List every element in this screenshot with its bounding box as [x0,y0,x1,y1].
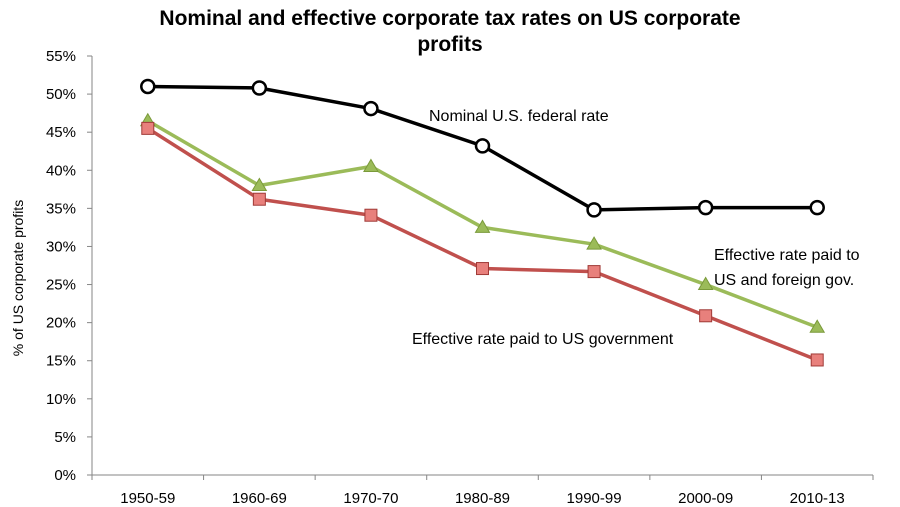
data-point-effective-rate-paid-to-us-government [364,208,378,222]
data-point-nominal-u-s-federal-rate [586,202,602,218]
chart-title: Nominal and effective corporate tax rate… [159,7,741,56]
data-point-effective-rate-paid-to-us-government [699,309,713,323]
x-tick-label: 1970-70 [343,490,398,507]
data-point-nominal-u-s-federal-rate [251,80,268,96]
data-point-nominal-u-s-federal-rate [474,138,491,154]
y-tick-label: 35% [46,200,76,217]
data-point-effective-rate-paid-to-us-government [476,262,489,276]
data-point-nominal-u-s-federal-rate [363,100,379,117]
data-point-nominal-u-s-federal-rate [697,199,714,216]
y-tick-label: 45% [46,124,76,141]
y-tick-label: 5% [54,429,76,446]
y-tick-label: 40% [46,162,76,179]
x-tick-label: 2010-13 [790,490,845,507]
y-tick-label: 15% [46,353,76,370]
x-tick-label: 1990-99 [567,490,622,507]
y-tick-label: 0% [54,467,76,484]
data-point-effective-rate-paid-to-us-government [810,353,824,367]
data-point-effective-rate-paid-to-us-and-foreign-gov [697,276,714,291]
series-markers [139,78,826,367]
annotation-nominal-rate: Nominal U.S. federal rate [429,108,609,125]
y-tick-label: 25% [46,277,76,294]
y-tick-label: 55% [46,48,76,65]
annotation-us-foreign-line2: US and foreign gov. [714,272,854,289]
y-tick-label: 10% [46,391,76,408]
x-tick-label: 1980-89 [455,490,510,507]
data-point-effective-rate-paid-to-us-and-foreign-gov [363,158,379,172]
data-point-effective-rate-paid-to-us-and-foreign-gov [586,236,602,250]
data-point-effective-rate-paid-to-us-and-foreign-gov [809,319,826,333]
x-tick-label: 2000-09 [678,490,733,507]
x-tick-label: 1950-59 [120,490,175,507]
annotation-us-foreign-line1: Effective rate paid to [714,247,860,264]
annotation-us-government: Effective rate paid to US government [412,331,674,348]
x-tick-label: 1960-69 [232,490,287,507]
data-point-nominal-u-s-federal-rate [809,199,825,216]
data-point-effective-rate-paid-to-us-government [252,192,266,206]
data-point-nominal-u-s-federal-rate [140,78,156,95]
data-point-effective-rate-paid-to-us-and-foreign-gov [474,219,491,233]
series-line-effective-rate-paid-to-us-government [146,126,818,362]
axes [91,56,873,476]
y-tick-labels: 0% 5% 10% 15% 20% 25% 30% 35% 40% 45% 50% 55% [46,48,92,484]
data-point-effective-rate-paid-to-us-government [141,121,155,135]
x-tick-labels: 1950-59 1960-69 1970-70 1980-89 1990-99 2000-… [91,475,874,507]
data-point-effective-rate-paid-to-us-government [587,265,601,279]
y-tick-label: 30% [46,238,76,255]
y-tick-label: 20% [46,315,76,332]
data-point-effective-rate-paid-to-us-and-foreign-gov [251,177,268,192]
y-tick-label: 50% [46,86,76,103]
